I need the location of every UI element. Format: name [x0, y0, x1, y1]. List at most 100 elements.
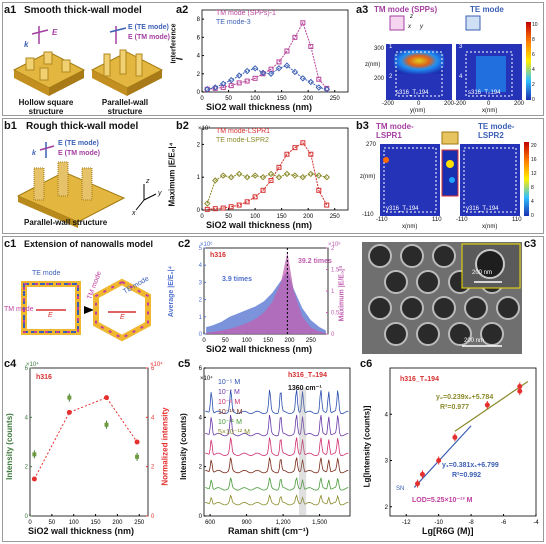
panel-title-c1: Extension of nanowalls model: [24, 239, 154, 249]
a2-xtick-label: 50: [225, 96, 232, 102]
c6-point: [419, 471, 425, 477]
c2-ytick-label: 4: [199, 263, 203, 269]
a2-legend-te: TE mode-3: [216, 19, 251, 26]
a2-point-te: [307, 78, 315, 86]
a3-xtick2c: 200: [514, 101, 525, 107]
row-c-frame: [2, 236, 544, 542]
a2-xtick-label: 0: [200, 96, 204, 102]
a3-marker-4: 4: [459, 74, 463, 80]
c4-ytick-label: 2: [25, 465, 29, 471]
b1-caption: Parallel-wall structure: [24, 218, 108, 227]
chart-a2: 0 50 100 150 200 250 0 2 4 6 8: [197, 9, 349, 102]
c4-point-normalized: [103, 395, 109, 401]
c6-point: [415, 481, 421, 487]
c2-ytick-label: 2: [199, 298, 203, 304]
c4-ytick-label: 6: [25, 366, 29, 372]
a1-k-label: k: [24, 40, 29, 49]
a2-point-te: [323, 86, 330, 93]
b3-x2c: 110: [512, 217, 522, 223]
b1-k: k: [32, 150, 36, 157]
c5-xtick-label: 1,200: [276, 520, 292, 526]
b2-point-tm: [252, 194, 258, 200]
c2-r-ytick-label: 2: [331, 246, 335, 252]
c6-eq2: y₁=0.381x₁+6.799: [442, 462, 499, 469]
panel-c2: c2 ×10⁶ ×10⁸ 0 50 100 150 200 250 0 1 2 3 4 5 0 0.5 1 1…: [168, 238, 358, 356]
c5-ylabel: Intensity (counts): [178, 413, 188, 480]
c4-point-intensity: [104, 422, 109, 427]
a2-xlabel: SiO2 wall thickness (nm): [206, 102, 313, 112]
a3-cb-4: 4: [532, 67, 535, 73]
b2-point-tm: [300, 140, 306, 146]
b2-xtick-label: 150: [277, 214, 288, 220]
a1-e-label: E: [52, 28, 58, 37]
b2-point-tm: [220, 205, 226, 211]
chart-c4: 0 50 100 150 200 250 0 2 4 6 0 2 4 6: [25, 366, 155, 526]
chart-c5: 600 900 1,200 1,500 0 2 4 6: [199, 366, 351, 526]
c5-ytick-label: 0: [199, 514, 203, 520]
c5-legend-6: 5×10⁻¹² M: [218, 429, 250, 436]
b2-ytick-label: 2: [197, 142, 201, 148]
a3-colorbar-ticks: 10 8 6 4 2 0: [532, 18, 538, 108]
c5-legend: 10⁻⁵ M 10⁻⁷ M 10⁻⁹ M 10⁻¹⁰ M 10⁻¹¹ M 5×1…: [218, 378, 250, 438]
a2-point-tm: [276, 59, 282, 65]
b2-point-te: [251, 172, 259, 179]
b2-point-te: [267, 170, 275, 178]
c5-ytick-label: 4: [199, 415, 203, 421]
c1-e-left: E: [48, 312, 53, 319]
b3-cap2: y316_T₀194: [466, 206, 499, 212]
c6-point: [452, 434, 458, 440]
panel-label-c2: c2: [178, 238, 191, 250]
c4-point-normalized: [134, 439, 140, 445]
a3-xtick1c: 200: [444, 101, 455, 107]
c5-ytick-label: 6: [199, 366, 203, 372]
c5-peak: 1360 cm⁻¹: [288, 385, 322, 392]
b2-point-tm: [284, 151, 290, 157]
b2-point-tm: [260, 187, 266, 193]
b2-point-tm: [276, 164, 282, 170]
c5-legend-5: 10⁻¹¹ M: [218, 419, 242, 426]
b3-cb-16: 16: [531, 157, 537, 163]
c4-r-ytick-label: 4: [151, 415, 155, 421]
c4-xtick-label: 100: [69, 520, 80, 526]
c6-point: [517, 388, 523, 394]
a2-point-te: [227, 76, 235, 84]
c2-r-ytick-label: 1: [331, 289, 335, 295]
a2-point-tm: [316, 76, 322, 82]
chart-b2: 0 50 100 150 200 250 0 1 2: [197, 127, 349, 220]
a3-cb-8: 8: [532, 37, 535, 43]
a2-point-te: [259, 69, 267, 77]
panel-b1: b1 Rough thick-wall model E (TE mode) E …: [4, 120, 174, 232]
a2-point-tm: [244, 78, 250, 84]
b2-plot-frame: [201, 127, 349, 211]
c3-scale-main: 200 nm: [464, 338, 485, 344]
c5-legend-4: 10⁻¹⁰ M: [218, 409, 243, 416]
a2-point-te: [243, 67, 251, 75]
a2-point-te: [291, 68, 299, 76]
c4-scale-left: ×10⁴: [26, 362, 39, 368]
b2-xtick-label: 0: [200, 214, 204, 220]
c6-ylabel: Lg[Intensity (counts)]: [362, 405, 372, 488]
panel-label-c3: c3: [524, 238, 537, 250]
c5-spectrum-3: [205, 437, 349, 456]
b2-ylabel: Maximum |E/E₀|⁴: [167, 142, 177, 207]
b3-ylabel: z(nm): [360, 174, 376, 180]
a3-axis-z: z: [410, 14, 413, 20]
c4-point-intensity: [135, 454, 140, 459]
c2-ylabel: Average |E/E₀|⁴: [168, 265, 176, 318]
b1-axis-z: z: [146, 178, 150, 185]
panel-c3: c3 200 nm 200 nm: [360, 238, 542, 356]
panel-label-b3: b3: [356, 120, 369, 132]
b2-point-te: [299, 173, 307, 181]
c6-sn: SN: [396, 486, 405, 492]
a2-point-te: [204, 86, 211, 93]
b2-point-tm: [308, 151, 314, 157]
b3-x1c: 110: [432, 217, 442, 223]
b3-colorbar-ticks: 20 16 12 8 4 0: [531, 139, 537, 223]
c6-point: [436, 458, 442, 463]
panel-c4: c4 ×10⁴ ×10⁴ 0 50 100 150 200 250 0 2 4 6 0 2 4 6 Int…: [4, 358, 176, 540]
c5-plot-frame: [203, 367, 351, 517]
c2-y2label: Maximum |E/E₀|⁴: [338, 265, 346, 322]
b1-e-tm: E (TM mode): [58, 150, 100, 157]
a3-fieldmaps: [386, 15, 531, 100]
c4-r-ytick-label: 6: [151, 366, 155, 372]
